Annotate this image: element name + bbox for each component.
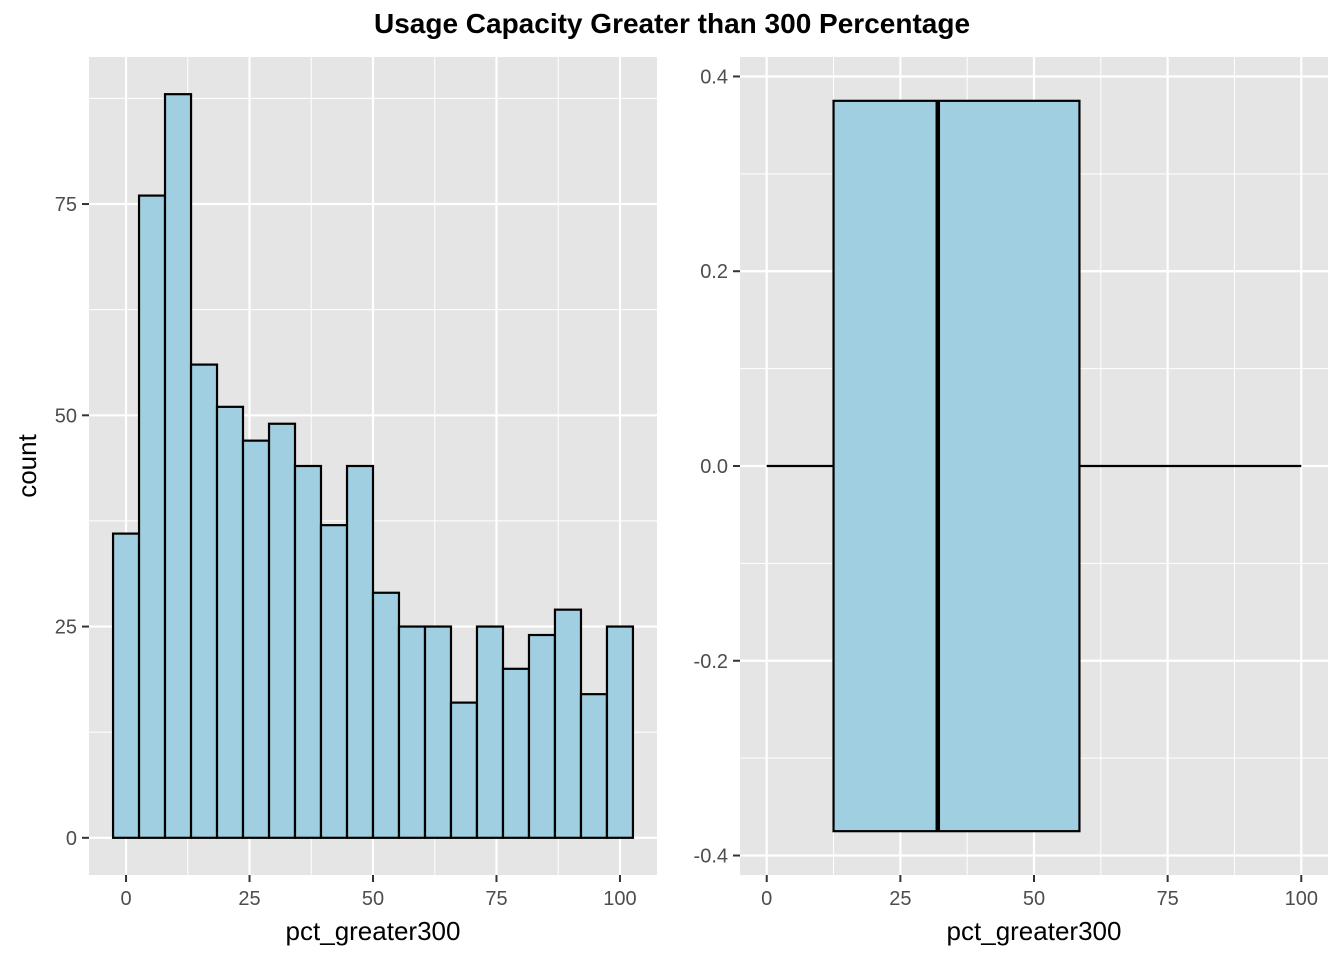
axes: 0 25 50 75 100 0 25 50 75 pct_greater300 count <box>12 194 637 946</box>
x-tick-label: 0 <box>120 888 131 910</box>
x-tick-label: 0 <box>761 888 772 910</box>
histogram-bar <box>553 608 583 839</box>
histogram-bar <box>501 667 531 839</box>
histogram-bar <box>215 405 245 839</box>
x-axis-label: pct_greater300 <box>286 916 461 946</box>
boxplot-panel: 0 25 50 75 100 -0.4 -0.2 0.0 0.2 0.4 pct_greater30… <box>694 57 1328 946</box>
x-tick-label: 75 <box>485 888 507 910</box>
histogram-bar <box>241 439 271 839</box>
box-iqr <box>832 99 1081 833</box>
y-tick-label: 0.0 <box>700 456 728 478</box>
x-tick-label: 100 <box>1285 888 1318 910</box>
histogram-bar <box>579 693 609 839</box>
histogram-bar <box>345 464 375 839</box>
y-tick-label: 0.4 <box>700 66 728 88</box>
y-tick-label: 0 <box>66 828 77 850</box>
histogram-bar <box>267 422 297 839</box>
histogram-panel: 0 25 50 75 100 0 25 50 75 pct_greater300 count <box>12 57 657 946</box>
histogram-bar <box>475 625 505 839</box>
y-tick-label: 50 <box>55 405 77 427</box>
histogram-bar <box>111 532 141 839</box>
axes: 0 25 50 75 100 -0.4 -0.2 0.0 0.2 0.4 pct_greater30… <box>694 66 1318 946</box>
histogram-bar <box>137 194 167 839</box>
histogram-bar <box>293 464 323 839</box>
x-tick-label: 75 <box>1157 888 1179 910</box>
histogram-bar <box>371 591 401 839</box>
x-tick-label: 50 <box>1023 888 1045 910</box>
histogram-bar <box>449 701 479 839</box>
y-tick-label: 25 <box>55 617 77 639</box>
histogram-bar <box>189 363 219 839</box>
x-tick-label: 100 <box>603 888 636 910</box>
histogram-bar <box>423 625 453 839</box>
histogram-bars <box>111 93 635 839</box>
boxplot <box>766 99 1302 833</box>
chart-title: Usage Capacity Greater than 300 Percenta… <box>374 8 970 39</box>
y-axis-label: count <box>12 433 42 497</box>
y-tick-label: -0.4 <box>694 846 728 868</box>
histogram-bar <box>605 625 635 839</box>
x-tick-label: 25 <box>889 888 911 910</box>
histogram-bar <box>397 625 427 839</box>
histogram-bar <box>163 93 193 839</box>
y-tick-label: 0.2 <box>700 261 728 283</box>
y-tick-label: 75 <box>55 194 77 216</box>
y-tick-label: -0.2 <box>694 651 728 673</box>
histogram-bar <box>527 633 557 839</box>
x-axis-label: pct_greater300 <box>947 916 1122 946</box>
histogram-bar <box>319 524 349 839</box>
x-tick-label: 25 <box>238 888 260 910</box>
x-tick-label: 50 <box>362 888 384 910</box>
